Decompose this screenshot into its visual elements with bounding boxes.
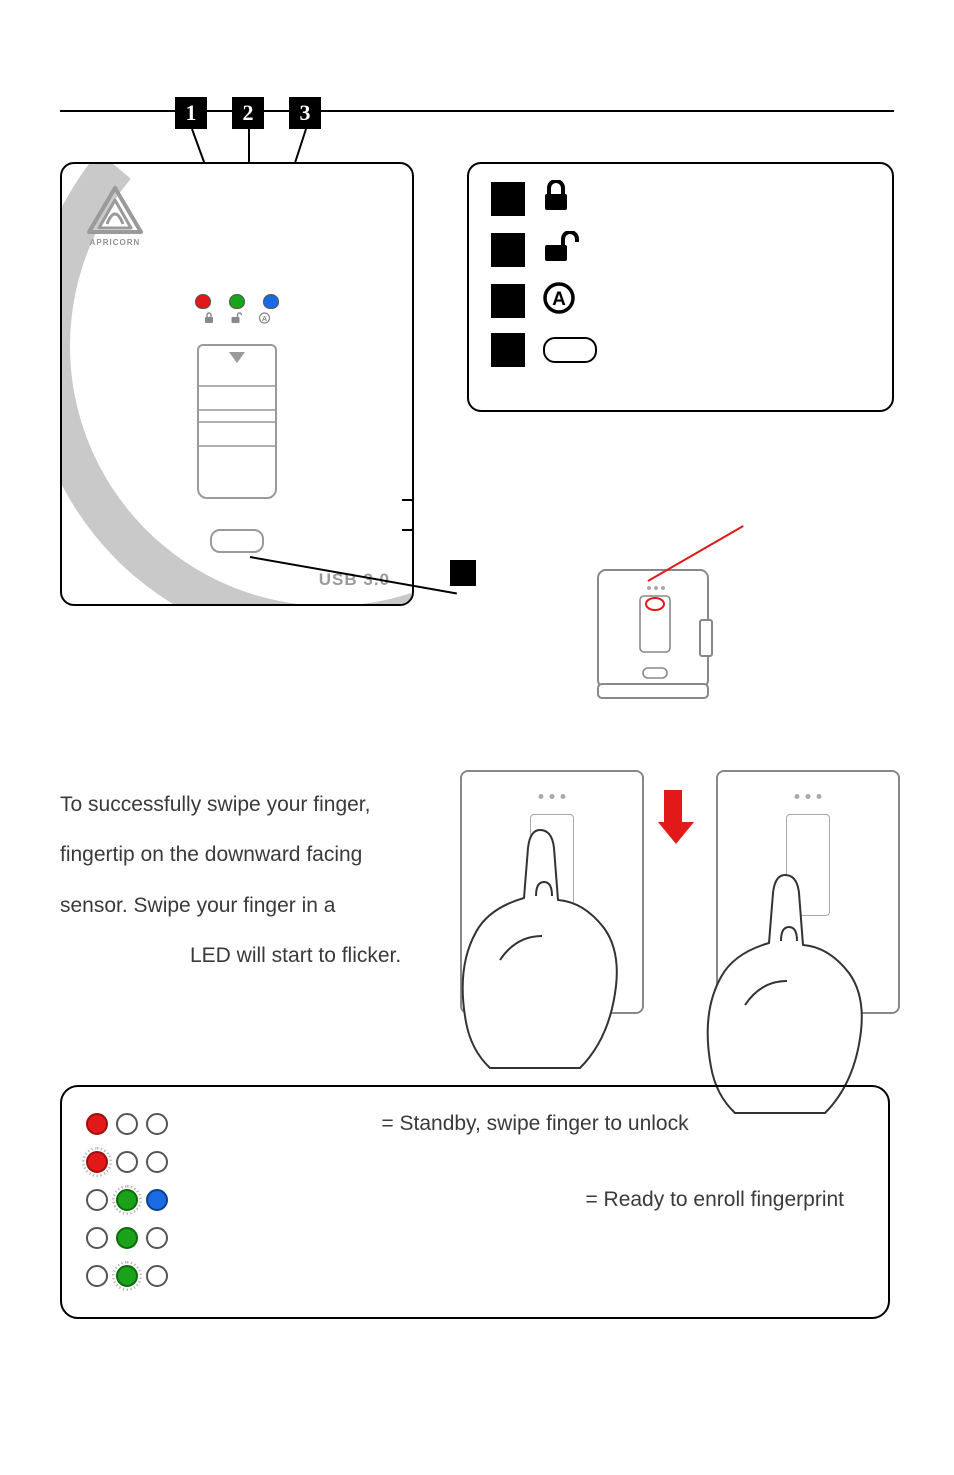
iso-device-diagram bbox=[580, 560, 730, 715]
brand-text: APRICORN bbox=[80, 238, 150, 247]
side-notch bbox=[402, 499, 414, 531]
led-trio bbox=[86, 1265, 206, 1287]
legend-row-unlocked bbox=[491, 231, 870, 268]
led-state-row: = Standby, swipe finger to unlock bbox=[86, 1105, 864, 1143]
callout-2: 2 bbox=[232, 97, 264, 129]
led-state-row bbox=[86, 1143, 864, 1181]
led-dot bbox=[146, 1151, 168, 1173]
led-dot bbox=[116, 1151, 138, 1173]
led-dot bbox=[86, 1189, 108, 1211]
legend-marker bbox=[491, 233, 525, 267]
lock-open-icon bbox=[231, 312, 243, 327]
led-blue bbox=[263, 294, 279, 309]
swipe-direction-icon bbox=[229, 352, 245, 363]
led-icon-row: A bbox=[204, 312, 271, 327]
led-dot bbox=[86, 1265, 108, 1287]
lock-closed-icon bbox=[543, 180, 569, 217]
device-diagram: 1 2 3 APRICORN bbox=[60, 142, 427, 606]
top-diagram-row: 1 2 3 APRICORN bbox=[60, 142, 894, 606]
led-dot bbox=[86, 1227, 108, 1249]
led-green bbox=[229, 294, 245, 309]
icon-legend-box: A bbox=[467, 162, 894, 412]
led-trio bbox=[86, 1151, 206, 1173]
led-dot bbox=[116, 1265, 138, 1287]
led-dot bbox=[86, 1113, 108, 1135]
led-dot bbox=[116, 1113, 138, 1135]
callout-3: 3 bbox=[289, 97, 321, 129]
led-dot bbox=[116, 1189, 138, 1211]
led-dot bbox=[146, 1189, 168, 1211]
swipe-panel-start bbox=[460, 770, 644, 1014]
admin-icon: A bbox=[543, 282, 575, 319]
led-state-row: = Ready to enroll fingerprint bbox=[86, 1181, 864, 1219]
led-state-label: = Ready to enroll fingerprint bbox=[206, 1188, 864, 1212]
enroll-button-icon bbox=[543, 337, 597, 363]
admin-icon: A bbox=[259, 312, 271, 327]
instruction-line: LED will start to flicker. bbox=[60, 931, 450, 981]
led-dot bbox=[146, 1113, 168, 1135]
fingerprint-sensor bbox=[197, 344, 277, 499]
instruction-line: fingertip on the downward facing bbox=[60, 830, 450, 880]
led-state-row bbox=[86, 1219, 864, 1257]
manual-page: 1 2 3 APRICORN bbox=[0, 0, 954, 1475]
led-dot bbox=[116, 1227, 138, 1249]
led-state-label: = Standby, swipe finger to unlock bbox=[206, 1112, 864, 1136]
led-dot bbox=[86, 1151, 108, 1173]
swipe-panel-end bbox=[716, 770, 900, 1014]
instruction-line: sensor. Swipe your finger in a bbox=[60, 881, 450, 931]
led-state-row bbox=[86, 1257, 864, 1295]
legend-row-locked bbox=[491, 180, 870, 217]
legend-row-enroll bbox=[491, 333, 870, 367]
lock-open-icon bbox=[543, 231, 581, 268]
svg-text:A: A bbox=[262, 316, 267, 323]
led-red bbox=[195, 294, 211, 309]
brand-logo: APRICORN bbox=[80, 184, 150, 247]
enroll-button-diagram bbox=[210, 529, 264, 553]
legend-marker bbox=[491, 284, 525, 318]
instruction-line: To successfully swipe your finger, bbox=[60, 780, 450, 830]
legend-marker bbox=[491, 333, 525, 367]
led-trio bbox=[86, 1227, 206, 1249]
device-led-row bbox=[195, 294, 279, 309]
callout-group: 1 2 3 bbox=[175, 97, 321, 129]
instruction-text: To successfully swipe your finger, finge… bbox=[60, 780, 450, 982]
led-trio bbox=[86, 1189, 206, 1211]
lock-closed-icon bbox=[204, 312, 215, 327]
led-trio bbox=[86, 1113, 206, 1135]
legend-row-admin: A bbox=[491, 282, 870, 319]
led-dot bbox=[146, 1227, 168, 1249]
svg-text:A: A bbox=[552, 289, 566, 310]
enroll-callout-marker bbox=[450, 560, 476, 586]
device-body: APRICORN A bbox=[60, 162, 414, 606]
callout-1: 1 bbox=[175, 97, 207, 129]
led-dot bbox=[146, 1265, 168, 1287]
legend-marker bbox=[491, 182, 525, 216]
swipe-demo bbox=[460, 770, 900, 1050]
led-state-table: = Standby, swipe finger to unlock = Ready… bbox=[60, 1085, 890, 1319]
swipe-down-arrow-icon bbox=[658, 790, 688, 850]
